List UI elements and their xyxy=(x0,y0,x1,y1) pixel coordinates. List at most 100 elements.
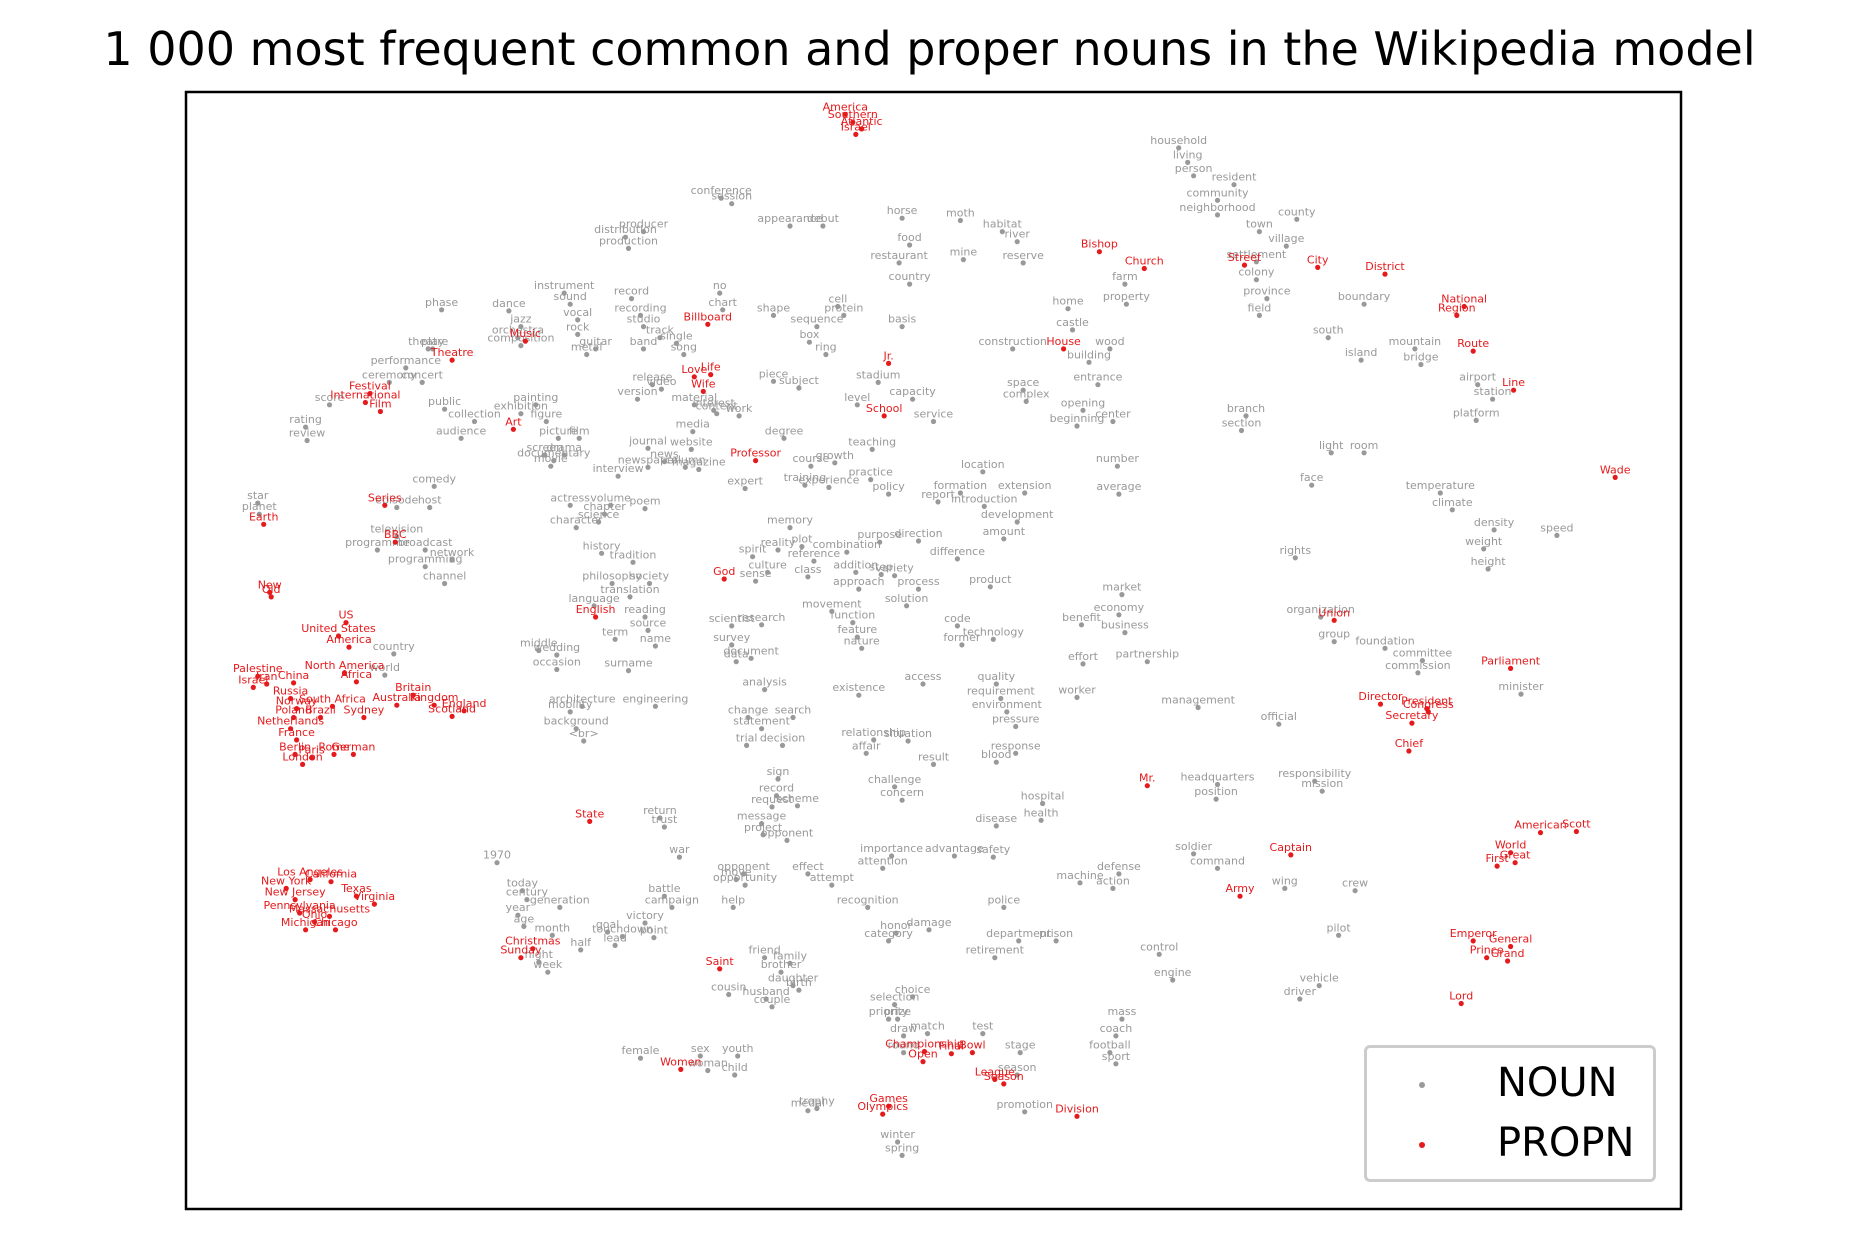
propn-point-label: Street xyxy=(1228,251,1262,264)
noun-point-label: requirement xyxy=(967,685,1036,698)
noun-point xyxy=(1078,622,1085,628)
propn-point-label: Division xyxy=(1055,1102,1099,1115)
noun-point-label: history xyxy=(583,539,621,552)
propn-point xyxy=(522,338,529,344)
propn-point-label: State xyxy=(575,807,604,820)
noun-point xyxy=(899,215,905,221)
noun-point-label: climate xyxy=(1432,496,1473,509)
propn-point-label: Berlin xyxy=(279,740,311,753)
propn-point xyxy=(881,413,887,419)
noun-point xyxy=(877,539,883,545)
noun-point-label: teaching xyxy=(848,435,896,448)
noun-point xyxy=(425,346,431,352)
noun-point-label: wedding xyxy=(533,641,580,654)
noun-point xyxy=(901,1050,907,1056)
noun-point-label: female xyxy=(622,1044,660,1057)
noun-point-label: football xyxy=(1089,1039,1130,1052)
noun-point-label: height xyxy=(1471,555,1507,568)
legend-marker-noun xyxy=(1419,1082,1425,1088)
propn-point xyxy=(292,751,298,758)
noun-point xyxy=(573,525,579,531)
noun-point xyxy=(578,947,584,953)
noun-point xyxy=(382,672,388,678)
noun-point-label: property xyxy=(1103,290,1151,303)
noun-point xyxy=(779,742,786,749)
legend-item-propn: PROPN xyxy=(1367,1116,1653,1176)
noun-point xyxy=(697,1053,703,1059)
propn-point-label: House xyxy=(1046,335,1081,348)
propn-point xyxy=(1141,265,1147,272)
propn-point-label: Ohio xyxy=(302,908,328,921)
noun-point-label: product xyxy=(969,573,1012,586)
noun-point-label: reserve xyxy=(1003,249,1045,262)
noun-point-label: stadium xyxy=(856,368,901,381)
noun-point-label: committee xyxy=(1393,647,1453,660)
noun-point-label: website xyxy=(670,435,713,448)
propn-point-label: Captain xyxy=(1270,841,1313,854)
noun-point xyxy=(661,459,668,465)
noun-point-label: tradition xyxy=(610,548,657,561)
noun-point xyxy=(551,458,557,464)
noun-point xyxy=(763,996,769,1002)
noun-point-label: source xyxy=(630,616,667,629)
noun-point-label: variety xyxy=(875,562,914,575)
legend-label-noun: NOUN xyxy=(1497,1060,1618,1106)
noun-point-label: approach xyxy=(833,575,885,588)
noun-point-label: subject xyxy=(779,374,820,387)
noun-point-label: worker xyxy=(1058,683,1096,696)
noun-point-label: reality xyxy=(761,536,796,549)
noun-point-label: addition xyxy=(833,558,878,571)
noun-point-label: version xyxy=(617,385,657,398)
noun-point-label: performance xyxy=(371,354,442,367)
propn-point-label: Great xyxy=(1500,849,1531,862)
noun-point xyxy=(1294,216,1300,222)
noun-point xyxy=(1114,463,1120,469)
noun-point-label: mass xyxy=(1107,1005,1136,1018)
noun-point xyxy=(439,307,445,313)
noun-point xyxy=(1113,1033,1119,1039)
noun-point-label: search xyxy=(775,704,812,717)
noun-point xyxy=(741,871,747,877)
noun-point xyxy=(770,378,777,384)
noun-point xyxy=(826,484,832,490)
propn-point-label: South Africa xyxy=(299,692,366,705)
noun-point xyxy=(784,837,790,844)
noun-point xyxy=(781,435,787,441)
noun-point xyxy=(1001,904,1007,911)
noun-point xyxy=(1319,788,1325,794)
noun-point-label: settlement xyxy=(1227,248,1287,261)
noun-point xyxy=(889,853,895,859)
noun-point-label: stage xyxy=(1005,1039,1036,1052)
noun-point xyxy=(567,502,573,508)
propn-point-label: Open xyxy=(908,1048,937,1061)
propn-point xyxy=(842,111,848,117)
noun-point xyxy=(554,666,560,673)
noun-point xyxy=(696,466,702,473)
noun-point-label: return xyxy=(643,804,677,817)
propn-point xyxy=(1573,828,1579,835)
noun-point xyxy=(893,930,899,936)
noun-point xyxy=(449,557,455,563)
propn-point xyxy=(394,702,400,708)
noun-point xyxy=(304,437,310,444)
noun-point xyxy=(1074,423,1080,429)
noun-point xyxy=(850,620,856,626)
noun-point xyxy=(1475,382,1481,388)
propn-point xyxy=(1537,830,1544,836)
propn-point xyxy=(1061,346,1067,352)
noun-point-label: attempt xyxy=(810,871,855,884)
noun-point-label: action xyxy=(1096,874,1130,887)
noun-point-label: rating xyxy=(289,413,322,426)
noun-point xyxy=(561,290,567,296)
noun-point xyxy=(769,804,775,810)
noun-point-label: war xyxy=(669,843,690,856)
noun-point-label: picture xyxy=(539,424,578,437)
noun-point xyxy=(835,303,841,310)
noun-point-label: piece xyxy=(759,367,789,380)
noun-point xyxy=(521,923,527,930)
noun-point xyxy=(673,340,680,346)
noun-point xyxy=(536,959,542,965)
noun-point xyxy=(896,260,902,266)
noun-point-label: mission xyxy=(1301,777,1343,790)
noun-point-label: translation xyxy=(600,583,659,596)
